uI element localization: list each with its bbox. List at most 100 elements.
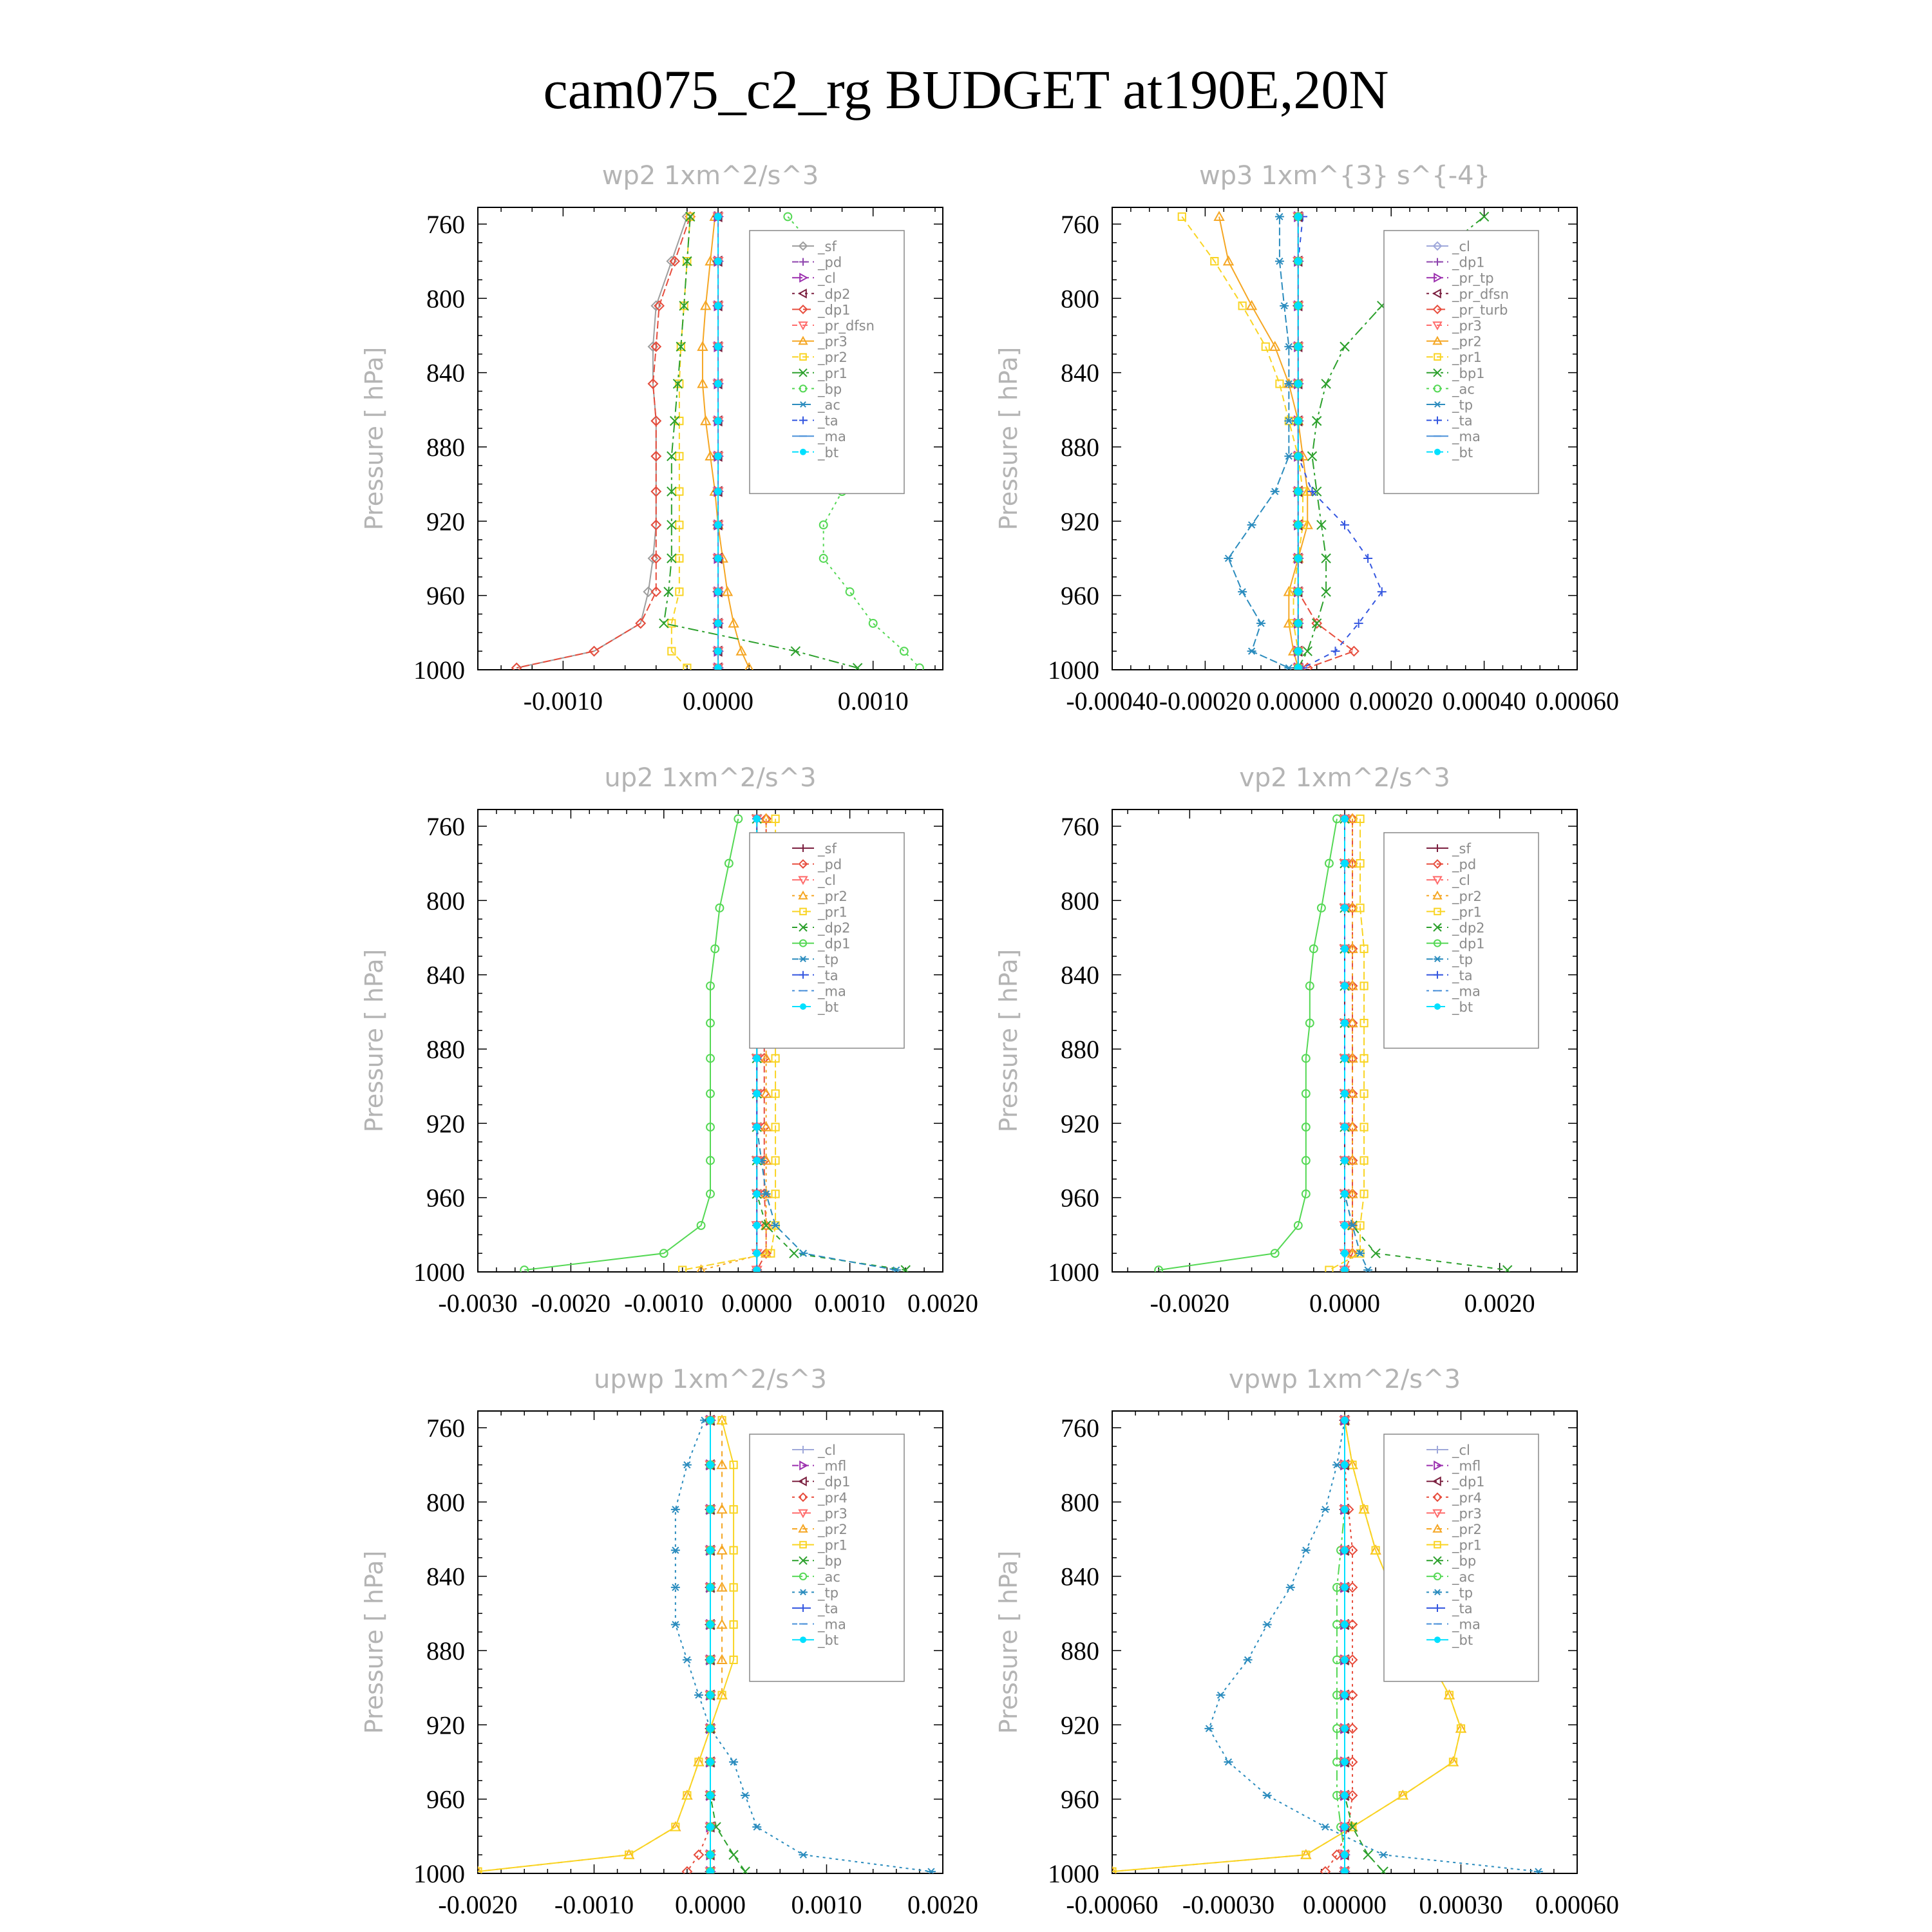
legend-label: _ma — [1452, 983, 1481, 999]
legend-label: _ma — [817, 983, 846, 999]
data-point — [1321, 553, 1331, 564]
data-point — [1341, 1266, 1349, 1272]
legend-label: _tp — [1452, 952, 1473, 968]
legend-box — [1383, 1434, 1539, 1682]
legend-marker — [1434, 258, 1441, 266]
data-point — [1311, 618, 1323, 629]
x-tick-label: -0.0020 — [1150, 1289, 1229, 1318]
legend-marker — [799, 272, 809, 283]
legend-item: _bt — [1426, 445, 1473, 461]
legend-item: _ac — [1426, 381, 1475, 397]
data-point — [1311, 618, 1322, 629]
data-point — [729, 1461, 738, 1470]
data-point — [1302, 646, 1312, 656]
data-point — [694, 1691, 703, 1699]
data-point — [1270, 1249, 1280, 1258]
data-point — [706, 1054, 715, 1063]
panel-title: vp2 1xm^2/s^3 — [1239, 763, 1450, 793]
legend-marker — [1434, 907, 1441, 916]
legend-item: _dp1 — [1426, 1474, 1485, 1490]
legend-label: _dp2 — [817, 920, 851, 936]
series-line — [1181, 216, 1304, 668]
legend-item: _cl — [1426, 239, 1470, 255]
data-point — [1210, 257, 1219, 266]
legend-label: _tp — [817, 952, 838, 968]
y-tick-label: 960 — [1061, 1785, 1099, 1814]
y-tick-label: 880 — [1061, 1636, 1099, 1665]
data-point — [1347, 980, 1358, 992]
legend-item: _ac — [1426, 1569, 1475, 1586]
legend-item: _ma — [1426, 429, 1481, 445]
data-point — [1283, 617, 1295, 628]
data-point — [667, 619, 676, 628]
legend-label: _ta — [1452, 413, 1473, 430]
data-point — [1305, 981, 1314, 990]
legend-label: _ma — [1452, 1617, 1481, 1633]
data-point — [753, 1123, 761, 1131]
data-point — [1341, 1222, 1349, 1229]
data-point — [1347, 943, 1358, 954]
legend-item: _bt — [792, 445, 838, 461]
data-point — [1347, 1121, 1358, 1133]
data-point — [1533, 1868, 1543, 1873]
data-point — [706, 1156, 715, 1165]
series-line — [478, 1420, 735, 1873]
panel-wp3: wp3 1xm^{3} s^{-4} Pressure [ hPa] 760 800 8… — [994, 161, 1619, 715]
data-point — [760, 1247, 772, 1258]
legend-item: _dp1 — [1426, 255, 1485, 271]
legend: _cl_mfl_dp1_pr4_pr3_pr2_pr1_bp_ac_tp_ta_… — [1383, 1434, 1539, 1682]
legend-label: _ac — [817, 1569, 840, 1586]
data-point — [1379, 1851, 1388, 1859]
x-tick-label: -0.0030 — [438, 1289, 517, 1318]
data-point — [1378, 1866, 1388, 1873]
data-point — [1320, 1823, 1330, 1831]
data-point — [682, 1656, 692, 1663]
data-point — [1347, 857, 1358, 868]
data-point — [1238, 301, 1247, 310]
data-point — [760, 1088, 772, 1098]
data-point — [1294, 588, 1302, 596]
data-point — [1347, 1155, 1358, 1166]
legend-marker — [799, 258, 807, 266]
legend-marker — [799, 384, 808, 393]
legend-item: _ma — [1426, 1617, 1481, 1633]
legend-item: _ta — [1426, 968, 1473, 984]
data-point — [667, 553, 677, 564]
data-point — [729, 1505, 738, 1514]
data-point — [1154, 1265, 1164, 1272]
data-point — [1243, 1656, 1253, 1663]
data-point — [753, 1054, 761, 1063]
data-point — [706, 1758, 714, 1766]
legend-box — [1383, 230, 1539, 495]
data-point — [1270, 488, 1280, 495]
y-axis-label: Pressure [ hPa] — [360, 949, 388, 1133]
legend-item: _ta — [1426, 1601, 1473, 1617]
data-point — [1341, 1506, 1349, 1513]
legend-marker — [798, 336, 808, 345]
data-point — [1294, 452, 1302, 460]
x-tick-label: 0.0020 — [1464, 1289, 1535, 1318]
data-point — [667, 486, 677, 497]
legend-marker — [799, 1572, 808, 1580]
legend-label: _ta — [1452, 968, 1473, 984]
legend-label: _dp1 — [817, 1474, 851, 1490]
data-point — [789, 1248, 799, 1258]
data-point — [1320, 1506, 1330, 1513]
data-point — [760, 1219, 772, 1230]
data-point — [761, 1220, 772, 1231]
data-point — [667, 520, 677, 530]
y-tick-label: 840 — [426, 961, 465, 990]
data-point — [716, 1581, 728, 1592]
data-point — [1347, 1188, 1358, 1200]
legend-item: _ma — [792, 983, 846, 999]
legend-item: _pr3 — [792, 1506, 848, 1522]
series-pr1 — [478, 1416, 738, 1873]
legend-label: _dp1 — [1452, 255, 1485, 271]
legend-label: _pr2 — [1452, 889, 1482, 905]
data-point — [914, 663, 924, 670]
y-tick-label: 760 — [426, 1414, 465, 1443]
data-point — [1341, 1656, 1349, 1664]
data-point — [1341, 1090, 1349, 1097]
data-point — [682, 256, 692, 267]
legend-label: _pd — [1452, 857, 1476, 873]
